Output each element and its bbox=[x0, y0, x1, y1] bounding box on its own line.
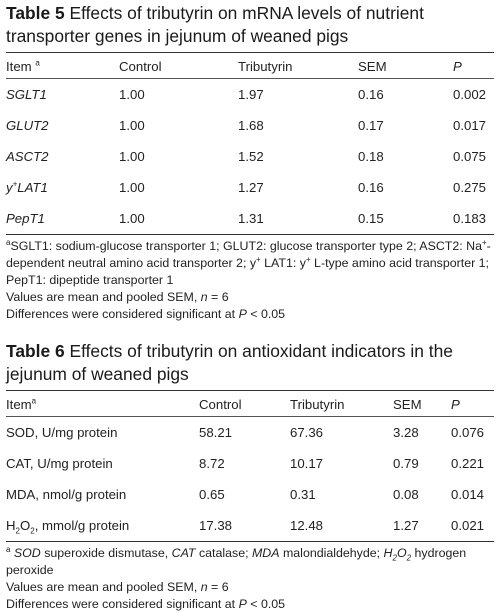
row-p: 0.183 bbox=[453, 211, 487, 226]
table6-header-tributyrin: Tributyrin bbox=[290, 397, 345, 412]
row-item: GLUT2 bbox=[6, 118, 49, 133]
table5-header-p: P bbox=[453, 59, 462, 74]
table-row: H2O2, mmol/g protein 17.38 12.48 1.27 0.… bbox=[6, 510, 494, 542]
table-row: MDA, nmol/g protein 0.65 0.31 0.08 0.014 bbox=[6, 479, 494, 510]
table6-caption: Table 6 Effects of tributyrin on antioxi… bbox=[6, 340, 494, 386]
row-tributyrin: 67.36 bbox=[290, 425, 324, 440]
table6-header-control: Control bbox=[199, 397, 242, 412]
row-tributyrin: 12.48 bbox=[290, 518, 324, 533]
table6-footnotes: a SOD superoxide dismutase, CAT catalase… bbox=[6, 545, 494, 613]
row-tributyrin: 1.27 bbox=[238, 180, 264, 195]
row-sem: 0.79 bbox=[393, 456, 419, 471]
row-tributyrin: 1.97 bbox=[238, 87, 264, 102]
table5-label: Table 5 bbox=[6, 3, 65, 23]
row-item: y+LAT1 bbox=[6, 179, 48, 195]
row-tributyrin: 1.52 bbox=[238, 149, 264, 164]
table5-significance-note: Differences were considered significant … bbox=[6, 307, 286, 321]
table5-header-tributyrin: Tributyrin bbox=[238, 59, 293, 74]
row-p: 0.002 bbox=[453, 87, 487, 102]
table-row: GLUT2 1.00 1.68 0.17 0.017 bbox=[6, 110, 494, 141]
table5-header-control: Control bbox=[119, 59, 162, 74]
row-control: 1.00 bbox=[119, 211, 145, 226]
row-p: 0.021 bbox=[451, 518, 485, 533]
row-p: 0.014 bbox=[451, 487, 485, 502]
table-row: ASCT2 1.00 1.52 0.18 0.075 bbox=[6, 141, 494, 172]
row-item: H2O2, mmol/g protein bbox=[6, 518, 130, 536]
table6: Itema Control Tributyrin SEM P SOD, U/mg… bbox=[6, 390, 494, 542]
row-sem: 0.15 bbox=[358, 211, 384, 226]
table6-header-p: P bbox=[451, 397, 460, 412]
row-control: 1.00 bbox=[119, 87, 145, 102]
table-row: CAT, U/mg protein 8.72 10.17 0.79 0.221 bbox=[6, 448, 494, 479]
table5-footnotes: aSGLT1: sodium-glucose transporter 1; GL… bbox=[6, 238, 494, 323]
row-control: 8.72 bbox=[199, 456, 225, 471]
row-item: PepT1 bbox=[6, 211, 45, 226]
row-sem: 0.16 bbox=[358, 87, 384, 102]
table5-title: Effects of tributyrin on mRNA levels of … bbox=[6, 3, 424, 46]
row-item: SGLT1 bbox=[6, 87, 47, 102]
row-sem: 3.28 bbox=[393, 425, 419, 440]
row-sem: 0.18 bbox=[358, 149, 384, 164]
table-row: SOD, U/mg protein 58.21 67.36 3.28 0.076 bbox=[6, 417, 494, 449]
table-row: y+LAT1 1.00 1.27 0.16 0.275 bbox=[6, 172, 494, 203]
row-p: 0.017 bbox=[453, 118, 487, 133]
row-tributyrin: 10.17 bbox=[290, 456, 324, 471]
row-item: MDA, nmol/g protein bbox=[6, 487, 127, 502]
row-item: ASCT2 bbox=[6, 149, 49, 164]
table6-header-sem: SEM bbox=[393, 397, 422, 412]
table6-significance-note: Differences were considered significant … bbox=[6, 597, 286, 611]
table6-title: Effects of tributyrin on antioxidant ind… bbox=[6, 341, 453, 384]
row-p: 0.221 bbox=[451, 456, 485, 471]
row-p: 0.075 bbox=[453, 149, 487, 164]
row-tributyrin: 1.31 bbox=[238, 211, 264, 226]
table6-abbreviation-note: a SOD superoxide dismutase, CAT catalase… bbox=[6, 544, 467, 577]
row-item: SOD, U/mg protein bbox=[6, 425, 118, 440]
row-control: 1.00 bbox=[119, 149, 145, 164]
table5-values-note: Values are mean and pooled SEM, n = 6 bbox=[6, 290, 229, 304]
table-row: PepT1 1.00 1.31 0.15 0.183 bbox=[6, 203, 494, 235]
row-control: 1.00 bbox=[119, 118, 145, 133]
row-control: 0.65 bbox=[199, 487, 225, 502]
row-tributyrin: 1.68 bbox=[238, 118, 264, 133]
table5-header-row: Item a Control Tributyrin SEM P bbox=[6, 52, 494, 79]
table6-label: Table 6 bbox=[6, 341, 65, 361]
row-control: 17.38 bbox=[199, 518, 233, 533]
table6-header-row: Itema Control Tributyrin SEM P bbox=[6, 390, 494, 417]
table5-caption: Table 5 Effects of tributyrin on mRNA le… bbox=[6, 2, 494, 48]
row-p: 0.275 bbox=[453, 180, 487, 195]
row-p: 0.076 bbox=[451, 425, 485, 440]
row-control: 1.00 bbox=[119, 180, 145, 195]
table5-abbreviation-note: aSGLT1: sodium-glucose transporter 1; GL… bbox=[6, 237, 491, 287]
table5: Item a Control Tributyrin SEM P SGLT1 1.… bbox=[6, 52, 494, 235]
row-tributyrin: 0.31 bbox=[290, 487, 316, 502]
table6-header-item: Itema bbox=[6, 396, 37, 412]
table5-header-sem: SEM bbox=[358, 59, 387, 74]
row-sem: 0.16 bbox=[358, 180, 384, 195]
table5-header-item: Item a bbox=[6, 58, 40, 74]
row-sem: 0.08 bbox=[393, 487, 419, 502]
row-sem: 0.17 bbox=[358, 118, 384, 133]
row-item: CAT, U/mg protein bbox=[6, 456, 113, 471]
row-control: 58.21 bbox=[199, 425, 233, 440]
row-sem: 1.27 bbox=[393, 518, 419, 533]
table-row: SGLT1 1.00 1.97 0.16 0.002 bbox=[6, 79, 494, 111]
table6-values-note: Values are mean and pooled SEM, n = 6 bbox=[6, 580, 229, 594]
